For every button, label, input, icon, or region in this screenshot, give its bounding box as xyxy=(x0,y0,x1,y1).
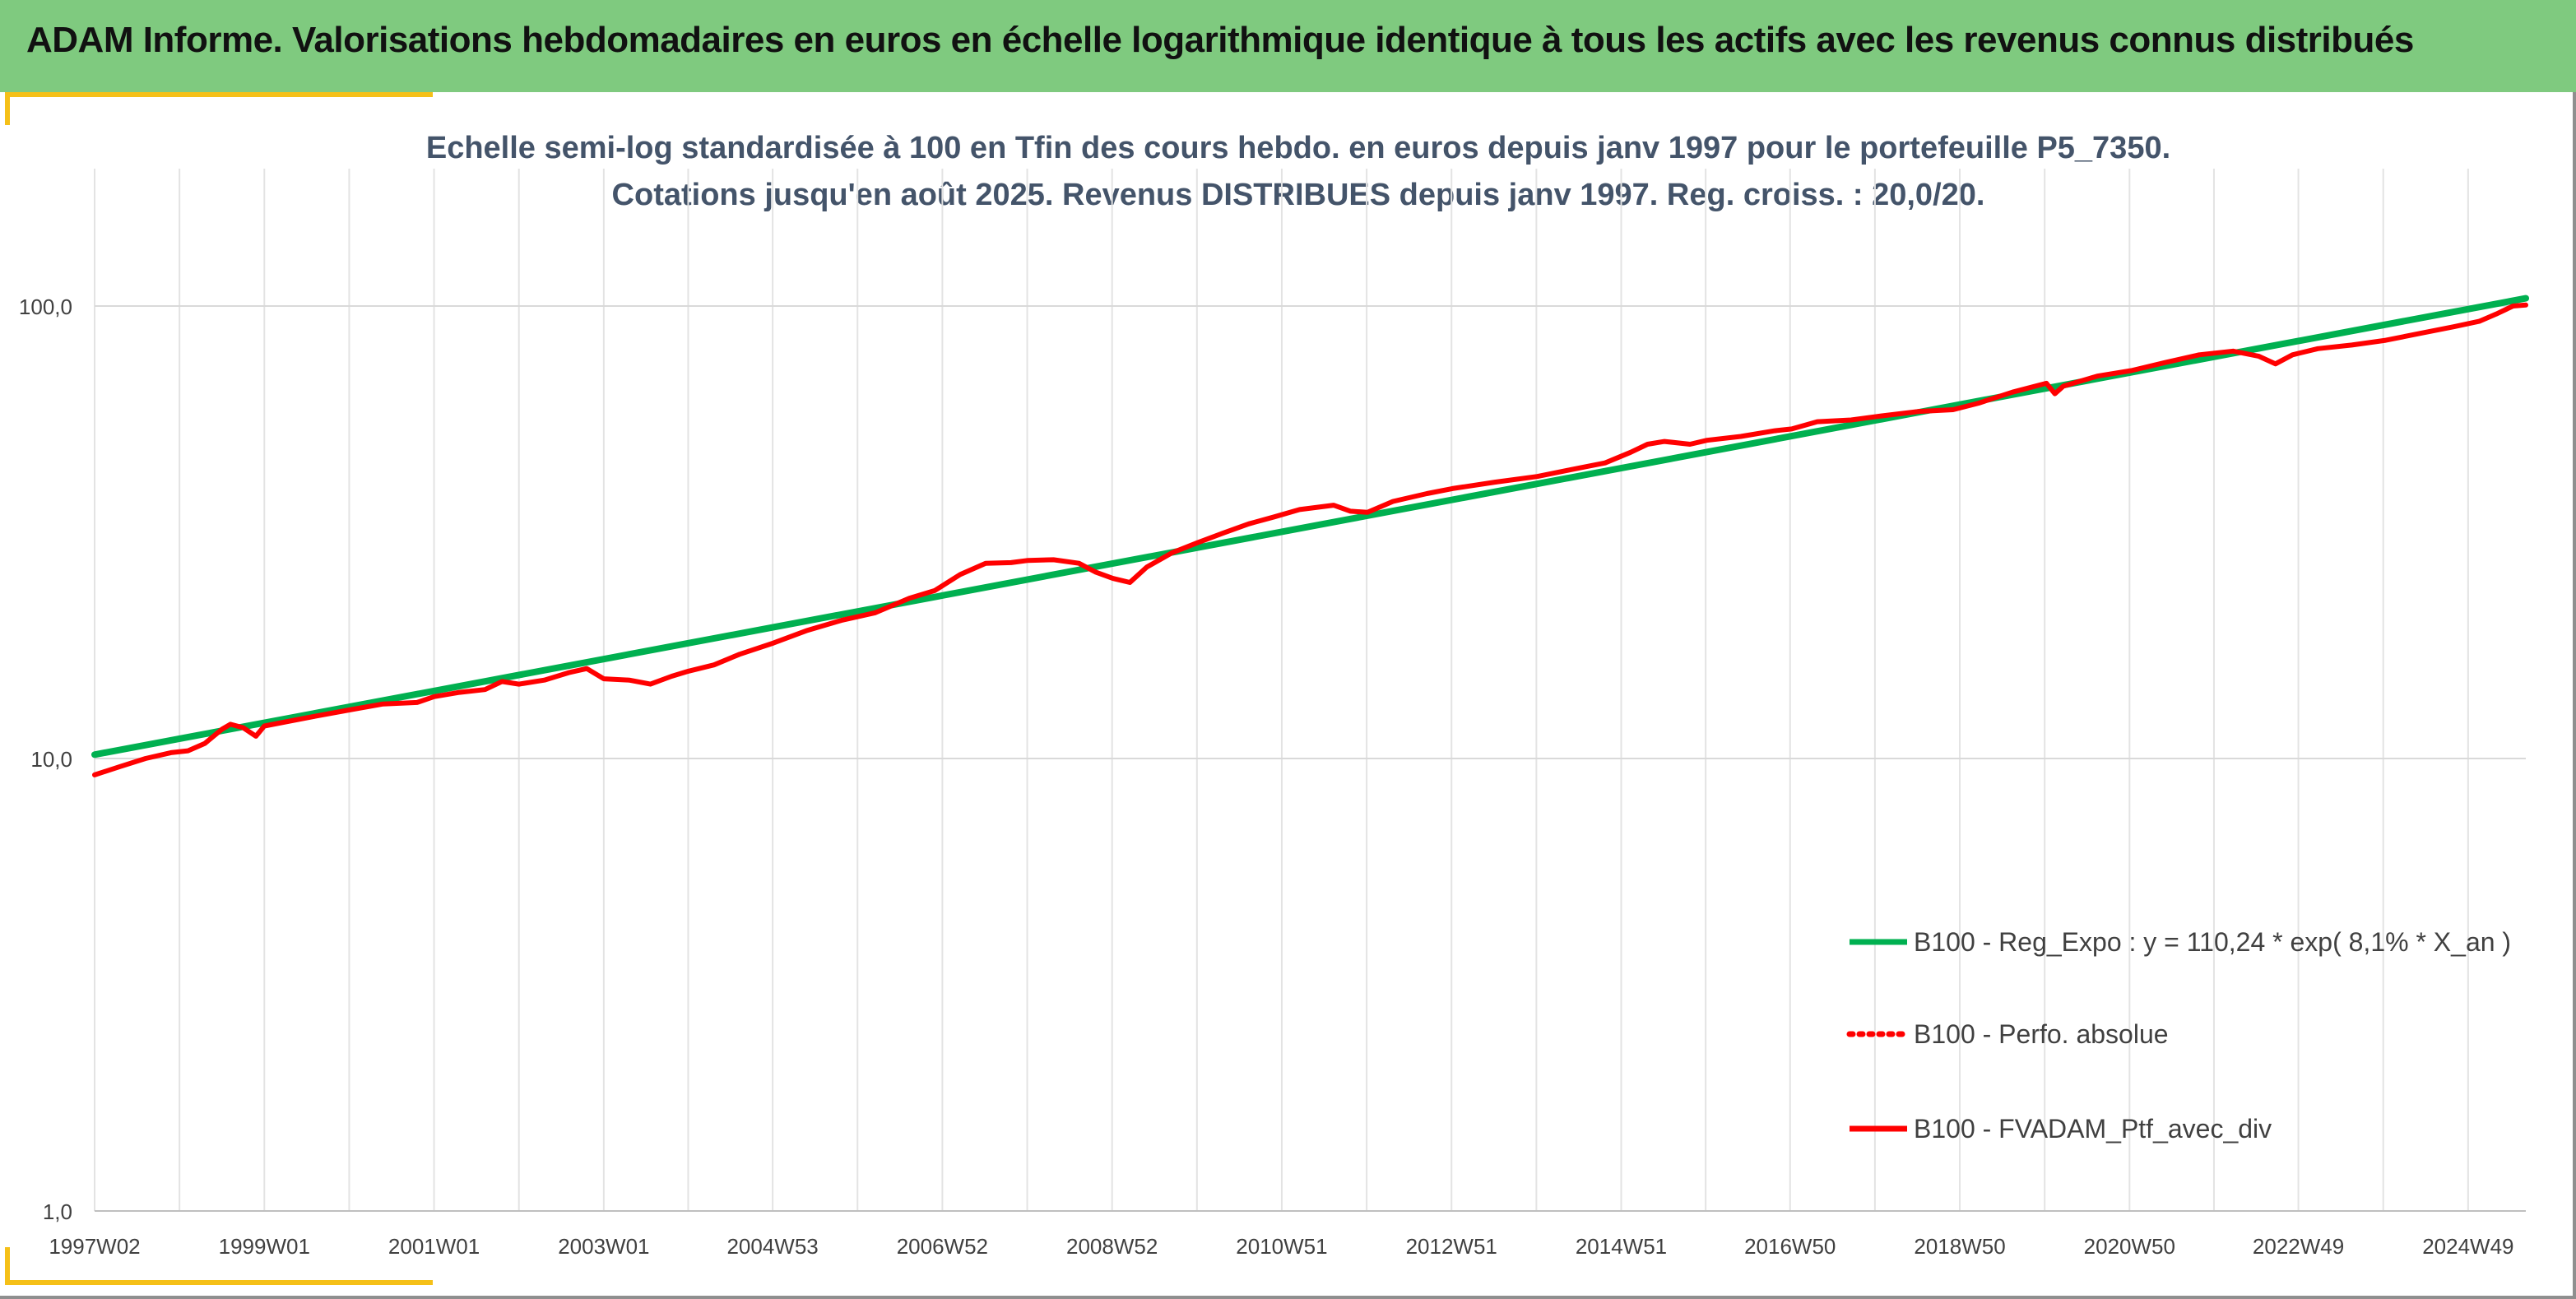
y-tick-label: 100,0 xyxy=(19,295,72,319)
x-tick-label: 2012W51 xyxy=(1406,1234,1497,1259)
legend-label: B100 - Perfo. absolue xyxy=(1914,1019,2169,1049)
x-tick-label: 1997W02 xyxy=(49,1234,140,1259)
series-layer xyxy=(91,295,2529,777)
corner-accent-bottom xyxy=(5,1280,433,1285)
x-tick-label: 1999W01 xyxy=(219,1234,310,1259)
grid xyxy=(94,169,2526,1212)
y-tick-label: 10,0 xyxy=(30,747,72,772)
header-banner: ADAM Informe. Valorisations hebdomadaire… xyxy=(0,0,2576,92)
y-tick-label: 1,0 xyxy=(43,1199,72,1224)
legend-label: B100 - FVADAM_Ptf_avec_div xyxy=(1914,1114,2272,1144)
x-tick-label: 2014W51 xyxy=(1576,1234,1667,1259)
legend-label: B100 - Reg_Expo : y = 110,24 * exp( 8,1%… xyxy=(1914,927,2511,957)
x-tick-label: 2001W01 xyxy=(388,1234,480,1259)
x-tick-label: 2022W49 xyxy=(2253,1234,2344,1259)
x-tick-label: 2020W50 xyxy=(2084,1234,2175,1259)
corner-accent-top xyxy=(5,92,433,97)
x-tick-label: 2010W51 xyxy=(1236,1234,1327,1259)
x-tick-label: 2024W49 xyxy=(2422,1234,2513,1259)
legend: B100 - Reg_Expo : y = 110,24 * exp( 8,1%… xyxy=(1846,927,2511,1144)
corner-accent-top-vertical xyxy=(5,92,10,125)
chart-frame xyxy=(0,92,2576,1299)
corner-accent-bottom-vertical xyxy=(5,1247,10,1285)
x-tick-label: 2003W01 xyxy=(558,1234,649,1259)
axes: 1,0 10,0 100,0 1997W02 1999W01 2001W01 2003W01… xyxy=(19,295,2526,1259)
series-line-regression xyxy=(91,295,2529,759)
x-tick-label: 2018W50 xyxy=(1914,1234,2005,1259)
x-tick-label: 2016W50 xyxy=(1744,1234,1836,1259)
x-tick-label: 2004W53 xyxy=(726,1234,818,1259)
chart-title-line2: Cotations jusqu'en août 2025. Revenus DI… xyxy=(612,178,1985,212)
series-line-portfolio xyxy=(92,302,2528,777)
banner-title: ADAM Informe. Valorisations hebdomadaire… xyxy=(26,20,2414,60)
x-tick-label: 2008W52 xyxy=(1066,1234,1158,1259)
chart-title-line1: Echelle semi-log standardisée à 100 en T… xyxy=(426,131,2170,165)
x-tick-label: 2006W52 xyxy=(897,1234,988,1259)
